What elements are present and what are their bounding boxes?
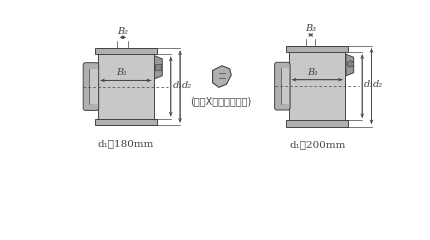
Text: d₁≦180mm: d₁≦180mm xyxy=(98,139,154,148)
Bar xyxy=(286,46,348,52)
FancyBboxPatch shape xyxy=(83,63,99,110)
Text: B₁: B₁ xyxy=(116,68,127,77)
Bar xyxy=(95,119,157,125)
Bar xyxy=(98,48,154,125)
Bar xyxy=(289,46,345,126)
Text: B₃: B₃ xyxy=(305,24,316,33)
Text: B₁: B₁ xyxy=(307,68,318,77)
Bar xyxy=(286,120,348,126)
Bar xyxy=(155,64,161,70)
Bar xyxy=(89,69,98,104)
Text: d₂: d₂ xyxy=(373,80,383,89)
Polygon shape xyxy=(154,56,162,79)
FancyBboxPatch shape xyxy=(275,62,290,110)
Bar xyxy=(281,68,289,104)
Text: d₁≧200mm: d₁≧200mm xyxy=(289,140,345,150)
Polygon shape xyxy=(346,54,353,76)
Text: d₁: d₁ xyxy=(172,80,182,90)
Circle shape xyxy=(349,62,352,66)
Text: d₂: d₂ xyxy=(181,80,192,90)
Text: B₂: B₂ xyxy=(117,27,129,36)
Text: d₁: d₁ xyxy=(364,80,374,89)
Bar xyxy=(95,48,157,54)
Text: (記号Xの付いたもの): (記号Xの付いたもの) xyxy=(190,96,251,107)
Polygon shape xyxy=(212,66,231,87)
Circle shape xyxy=(347,61,353,67)
